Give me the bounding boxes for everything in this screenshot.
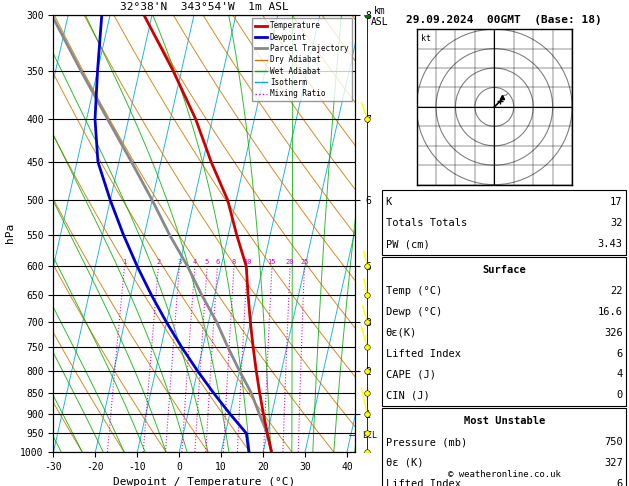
Text: 29.09.2024  00GMT  (Base: 18): 29.09.2024 00GMT (Base: 18): [406, 15, 602, 25]
Text: 16.6: 16.6: [598, 307, 623, 317]
Text: Most Unstable: Most Unstable: [464, 416, 545, 426]
Text: 20: 20: [286, 259, 294, 265]
Text: Totals Totals: Totals Totals: [386, 218, 467, 228]
Text: 25: 25: [300, 259, 309, 265]
Text: 3.43: 3.43: [598, 239, 623, 249]
Text: 15: 15: [268, 259, 276, 265]
Title: 32°38'N  343°54'W  1m ASL: 32°38'N 343°54'W 1m ASL: [120, 2, 289, 13]
Text: PW (cm): PW (cm): [386, 239, 430, 249]
Text: 6: 6: [616, 348, 623, 359]
Legend: Temperature, Dewpoint, Parcel Trajectory, Dry Adiabat, Wet Adiabat, Isotherm, Mi: Temperature, Dewpoint, Parcel Trajectory…: [252, 18, 352, 101]
Text: 6: 6: [616, 479, 623, 486]
Text: 4: 4: [192, 259, 197, 265]
Text: θε (K): θε (K): [386, 458, 423, 468]
Text: kt: kt: [421, 34, 431, 43]
Text: LCL: LCL: [362, 431, 377, 440]
X-axis label: Dewpoint / Temperature (°C): Dewpoint / Temperature (°C): [113, 477, 296, 486]
Text: Lifted Index: Lifted Index: [386, 348, 460, 359]
Text: 0: 0: [616, 390, 623, 400]
Text: 1: 1: [122, 259, 126, 265]
Text: 17: 17: [610, 197, 623, 208]
Text: θε(K): θε(K): [386, 328, 417, 338]
Text: © weatheronline.co.uk: © weatheronline.co.uk: [448, 469, 560, 479]
Text: Dewp (°C): Dewp (°C): [386, 307, 442, 317]
Text: 326: 326: [604, 328, 623, 338]
Text: 5: 5: [205, 259, 209, 265]
Text: 3: 3: [177, 259, 181, 265]
Text: 32: 32: [610, 218, 623, 228]
Text: Pressure (mb): Pressure (mb): [386, 437, 467, 447]
Text: 10: 10: [243, 259, 252, 265]
Y-axis label: km
ASL: km ASL: [370, 6, 388, 27]
Text: Lifted Index: Lifted Index: [386, 479, 460, 486]
Text: 750: 750: [604, 437, 623, 447]
Text: CIN (J): CIN (J): [386, 390, 430, 400]
Text: 4: 4: [616, 369, 623, 380]
Text: Temp (°C): Temp (°C): [386, 286, 442, 296]
Text: Surface: Surface: [482, 265, 526, 275]
Text: 8: 8: [232, 259, 236, 265]
Text: 327: 327: [604, 458, 623, 468]
Text: 22: 22: [610, 286, 623, 296]
Y-axis label: hPa: hPa: [4, 223, 14, 243]
Text: 2: 2: [156, 259, 160, 265]
Text: K: K: [386, 197, 392, 208]
Text: CAPE (J): CAPE (J): [386, 369, 435, 380]
Text: 6: 6: [215, 259, 220, 265]
